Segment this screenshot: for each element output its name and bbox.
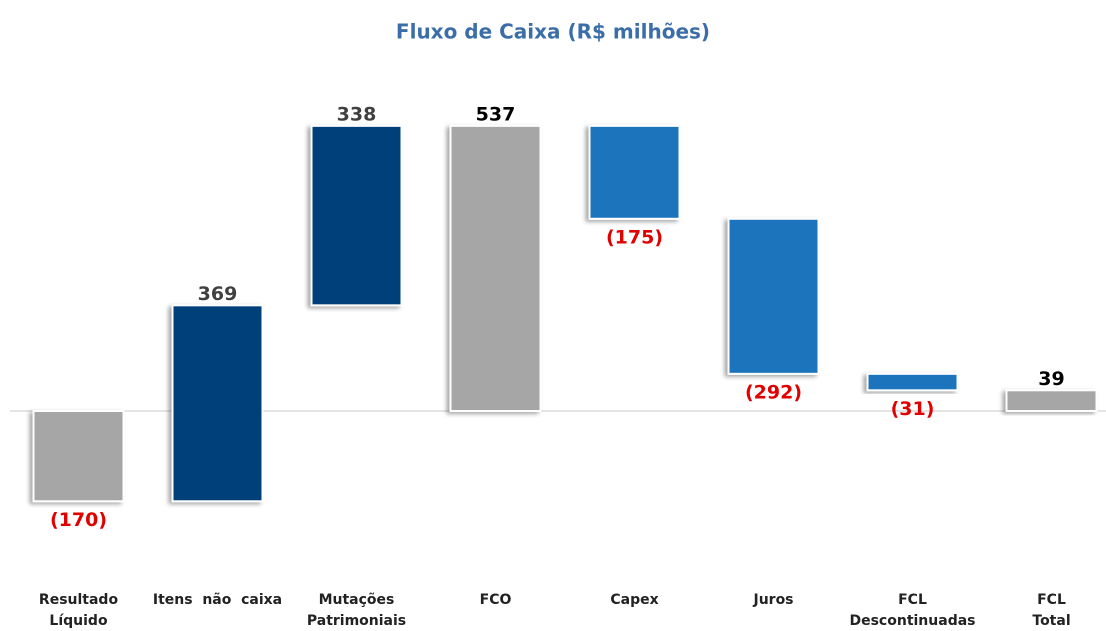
bar bbox=[866, 372, 959, 392]
value-label: 338 bbox=[337, 103, 377, 125]
bar bbox=[310, 124, 403, 307]
value-label: 369 bbox=[198, 283, 238, 305]
bar bbox=[1005, 389, 1098, 412]
x-tick-label: Juros bbox=[752, 592, 793, 608]
x-tick-label: FCL Total bbox=[1032, 592, 1070, 629]
x-tick-label: Resultado Líquido bbox=[39, 592, 119, 629]
value-label: (31) bbox=[891, 398, 935, 420]
x-tick-label: Itens não caixa bbox=[153, 592, 282, 608]
value-label: (175) bbox=[606, 226, 663, 248]
bar bbox=[449, 124, 542, 412]
bar bbox=[588, 124, 681, 220]
x-tick-label: FCL Descontinuadas bbox=[849, 592, 975, 629]
chart-title: Fluxo de Caixa (R$ milhões) bbox=[396, 20, 710, 44]
value-label: 537 bbox=[476, 103, 516, 125]
x-tick-label: FCO bbox=[480, 592, 512, 608]
bar bbox=[32, 410, 125, 503]
value-label: 39 bbox=[1038, 368, 1064, 390]
x-tick-label: Mutações Patrimoniais bbox=[307, 592, 406, 629]
bar bbox=[171, 304, 264, 503]
value-label: (292) bbox=[745, 381, 802, 403]
bar bbox=[727, 217, 820, 375]
x-tick-label: Capex bbox=[610, 592, 658, 608]
value-label: (170) bbox=[50, 509, 107, 531]
